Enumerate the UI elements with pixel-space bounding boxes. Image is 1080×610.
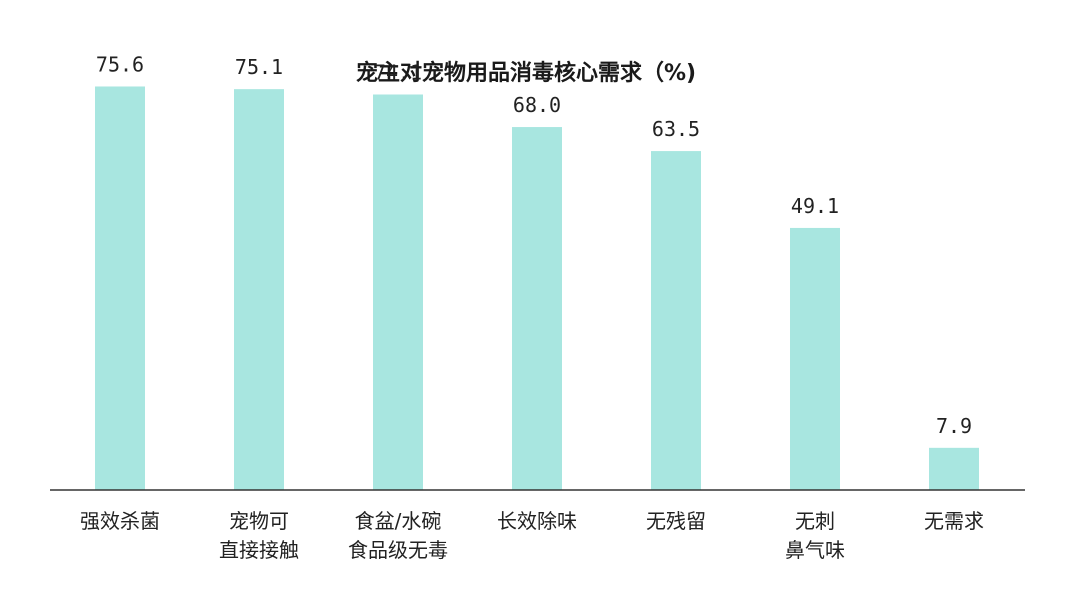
bar-3: [512, 127, 562, 491]
bar-5: [790, 227, 840, 490]
category-label-4: 无残留: [646, 509, 706, 533]
category-label-line: 宠物可: [229, 509, 289, 533]
value-label-3: 68.0: [513, 93, 561, 117]
category-label-2: 食盆/水碗食品级无毒: [348, 509, 448, 562]
value-label-5: 49.1: [791, 194, 839, 218]
category-label-0: 强效杀菌: [80, 509, 160, 533]
category-label-line: 强效杀菌: [80, 509, 160, 533]
value-label-4: 63.5: [652, 117, 700, 141]
bar-2: [373, 94, 423, 491]
category-label-5: 无刺鼻气味: [785, 509, 845, 562]
category-label-line: 无需求: [924, 509, 984, 533]
value-label-6: 7.9: [936, 414, 972, 438]
category-label-line: 鼻气味: [785, 538, 845, 562]
category-label-line: 长效除味: [497, 509, 577, 533]
category-label-line: 直接接触: [219, 538, 299, 562]
bar-1: [234, 89, 284, 490]
category-label-line: 无残留: [646, 509, 706, 533]
category-label-line: 食盆/水碗: [355, 509, 442, 533]
category-label-3: 长效除味: [497, 509, 577, 533]
category-label-line: 食品级无毒: [348, 538, 448, 562]
category-label-1: 宠物可直接接触: [219, 509, 299, 562]
bar-4: [651, 151, 701, 490]
bar-6: [929, 447, 979, 490]
chart-title: 宠主对宠物用品消毒核心需求（%): [356, 60, 696, 86]
value-label-2: 74.1: [374, 60, 422, 84]
category-label-line: 无刺: [795, 509, 835, 533]
bars-layer: [95, 86, 979, 491]
value-labels-layer: 75.6 75.1 74.1 68.0 63.5 49.1 7.9: [96, 52, 972, 437]
category-label-6: 无需求: [924, 509, 984, 533]
value-label-1: 75.1: [235, 55, 283, 79]
value-label-0: 75.6: [96, 52, 144, 76]
bar-0: [95, 86, 145, 491]
